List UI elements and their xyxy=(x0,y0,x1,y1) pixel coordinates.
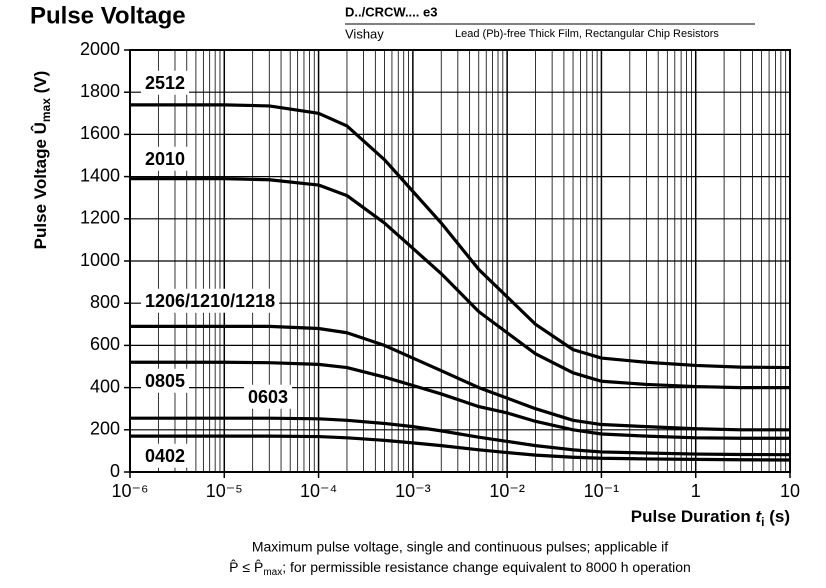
y-label-unit: (V) xyxy=(31,71,50,98)
curve-label: 1206/1210/1218 xyxy=(145,291,275,311)
curve-label: 0805 xyxy=(145,371,185,391)
curve-label: 0402 xyxy=(145,446,185,466)
chart-title: Pulse Voltage xyxy=(30,2,186,29)
caption-text: ; for permissible resistance change equi… xyxy=(282,559,691,575)
y-tick-label: 1200 xyxy=(80,208,120,228)
y-tick-label: 2000 xyxy=(80,39,120,59)
curve-label-bg xyxy=(141,443,190,468)
x-tick-label: 10⁻⁵ xyxy=(206,481,243,501)
series-line xyxy=(130,103,791,370)
x-axis-label: Pulse Duration ti (s) xyxy=(631,507,790,529)
description: Lead (Pb)-free Thick Film, Rectangular C… xyxy=(455,28,719,40)
series-line xyxy=(130,177,790,390)
curve-label-bg xyxy=(141,368,190,393)
series-line xyxy=(130,416,791,457)
curve-label: 2010 xyxy=(145,149,185,169)
x-tick-label: 10⁻⁴ xyxy=(300,481,337,501)
x-label-var: t xyxy=(755,507,762,526)
series-line xyxy=(130,324,790,432)
x-tick-label: 1 xyxy=(691,481,701,501)
curve-label: 0603 xyxy=(248,387,288,407)
x-label-text: Pulse Duration xyxy=(631,507,756,526)
curve-label-bg xyxy=(141,70,190,95)
x-label-sub: i xyxy=(761,515,764,529)
y-label-sub: max xyxy=(39,98,53,122)
x-tick-label: 10⁻³ xyxy=(395,481,431,501)
plot-frame xyxy=(129,49,791,473)
x-label-unit: (s) xyxy=(765,507,791,526)
y-tick-label: 1400 xyxy=(80,165,120,185)
x-tick-label: 10⁻¹ xyxy=(584,481,620,501)
caption-sub: max xyxy=(263,567,282,578)
y-tick-label: 800 xyxy=(90,292,120,312)
x-tick-label: 10 xyxy=(780,481,800,501)
company: Vishay xyxy=(345,26,384,41)
y-tick-label: 600 xyxy=(90,334,120,354)
curve-label-bg xyxy=(141,146,190,171)
curve-label-bg xyxy=(244,384,293,409)
x-tick-label: 10⁻² xyxy=(489,481,525,501)
caption-line: P̂ ≤ P̂max; for permissible resistance c… xyxy=(229,558,691,577)
doc-number: D../CRCW.... e3 xyxy=(345,4,437,19)
curve-label: 2512 xyxy=(145,73,185,93)
y-tick-label: 0 xyxy=(110,461,120,481)
y-tick-label: 1000 xyxy=(80,250,120,270)
series-line xyxy=(130,360,790,440)
y-tick-label: 1600 xyxy=(80,123,120,143)
y-axis-label: Pulse Voltage Ûmax (V) xyxy=(31,71,53,250)
y-tick-label: 400 xyxy=(90,376,120,396)
y-tick-label: 200 xyxy=(90,419,120,439)
series-line xyxy=(130,434,791,462)
x-tick-label: 10⁻⁶ xyxy=(112,481,149,501)
curve-label-bg xyxy=(141,288,280,313)
caption-text: P̂ ≤ P̂ xyxy=(229,558,263,574)
y-tick-label: 1800 xyxy=(80,81,120,101)
caption-line: Maximum pulse voltage, single and contin… xyxy=(252,539,668,555)
y-label-text: Pulse Voltage Û xyxy=(31,122,50,249)
